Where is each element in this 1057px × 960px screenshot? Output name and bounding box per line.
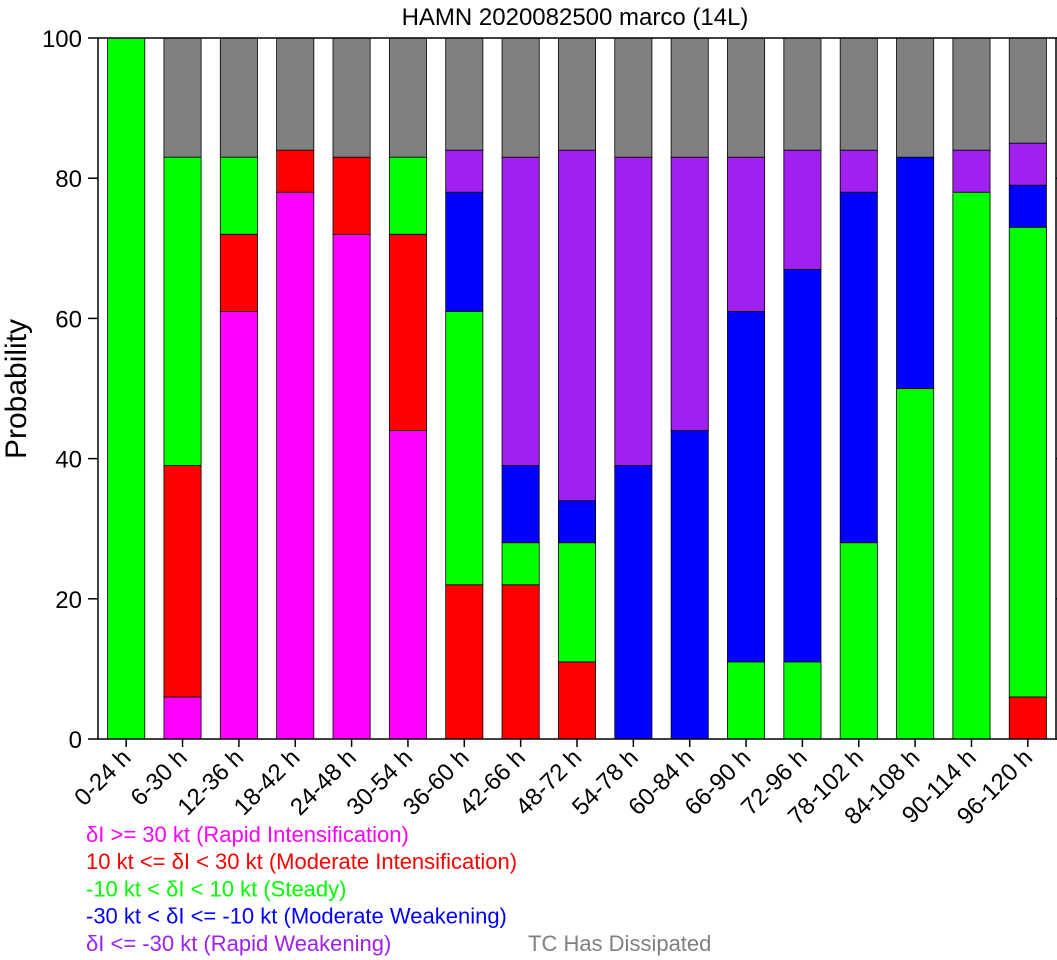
bar-segment-mi bbox=[445, 584, 484, 740]
bar-segment-steady bbox=[388, 156, 427, 235]
y-axis: 0 20 40 60 80 100 bbox=[42, 26, 1057, 754]
bar-segment-rw bbox=[614, 156, 653, 467]
bar-segment-mw bbox=[614, 465, 653, 740]
bar-segment-steady bbox=[107, 37, 146, 740]
y-tick-label: 60 bbox=[55, 306, 82, 333]
bar-segment-dissipated bbox=[952, 37, 991, 151]
bar-segment-mi bbox=[332, 156, 371, 235]
bar-segment-mw bbox=[445, 191, 484, 312]
bar-segment-dissipated bbox=[670, 37, 709, 158]
bar-segment-steady bbox=[501, 542, 540, 586]
bar-segment-dissipated bbox=[614, 37, 653, 158]
bar-segment-dissipated bbox=[276, 37, 315, 151]
bar-segment-ri bbox=[219, 310, 258, 740]
bar-segment-mw bbox=[727, 310, 766, 663]
legend-entry: δI <= -30 kt (Rapid Weakening) bbox=[86, 931, 391, 956]
bar-segment-mw bbox=[896, 156, 935, 389]
bar-segment-steady bbox=[896, 388, 935, 740]
bar-segment-rw bbox=[501, 156, 540, 467]
bar-segment-mw bbox=[670, 430, 709, 740]
bar-segment-steady bbox=[727, 661, 766, 740]
bar-segment-rw bbox=[727, 156, 766, 312]
bar-segment-mi bbox=[219, 233, 258, 312]
bar-segment-mw bbox=[1008, 184, 1047, 228]
bar-segment-rw bbox=[558, 149, 596, 502]
bar-segment-mi bbox=[501, 584, 540, 740]
bar-segment-mw bbox=[558, 500, 596, 544]
bar-segment-steady bbox=[1008, 226, 1047, 698]
bar-segment-rw bbox=[445, 149, 484, 193]
legend-entry: -10 kt < δI < 10 kt (Steady) bbox=[86, 876, 346, 901]
bar-segment-ri bbox=[332, 233, 371, 740]
bars-group bbox=[107, 37, 1047, 740]
bar-segment-dissipated bbox=[445, 37, 484, 151]
chart-title: HAMN 2020082500 marco (14L) bbox=[402, 4, 749, 31]
bar-segment-mw bbox=[783, 268, 822, 663]
legend-entry: -30 kt < δI <= -10 kt (Moderate Weakenin… bbox=[86, 904, 507, 929]
bar-segment-mi bbox=[1008, 696, 1047, 740]
bar-segment-steady bbox=[445, 310, 484, 586]
y-tick-label: 80 bbox=[55, 166, 82, 193]
bar-segment-dissipated bbox=[219, 37, 258, 158]
legend-entry: δI >= 30 kt (Rapid Intensification) bbox=[86, 822, 409, 847]
bar-segment-mw bbox=[501, 465, 540, 544]
bar-segment-ri bbox=[276, 191, 315, 740]
bar-segment-dissipated bbox=[332, 37, 371, 158]
bar-segment-dissipated bbox=[388, 37, 427, 158]
bar-segment-steady bbox=[558, 542, 596, 663]
bar-segment-steady bbox=[219, 156, 258, 235]
legend: δI >= 30 kt (Rapid Intensification)10 kt… bbox=[86, 822, 711, 956]
bar-segment-mi bbox=[276, 149, 315, 193]
bar-segment-rw bbox=[1008, 142, 1047, 186]
legend-entry: TC Has Dissipated bbox=[528, 931, 711, 956]
bar-segment-rw bbox=[670, 156, 709, 431]
bar-segment-rw bbox=[839, 149, 878, 193]
bar-segment-steady bbox=[839, 542, 878, 740]
bar-segment-dissipated bbox=[783, 37, 822, 151]
bar-segment-mw bbox=[839, 191, 878, 544]
bar-segment-dissipated bbox=[558, 37, 596, 151]
bar-segment-dissipated bbox=[501, 37, 540, 158]
x-axis: 0-24 h6-30 h12-36 h18-42 h24-48 h30-54 h… bbox=[69, 739, 1038, 830]
bar-segment-ri bbox=[163, 696, 202, 740]
bar-segment-ri bbox=[388, 430, 427, 740]
bar-segment-steady bbox=[163, 156, 202, 467]
y-axis-label: Probability bbox=[0, 319, 33, 459]
y-tick-label: 100 bbox=[42, 26, 82, 53]
bar-segment-dissipated bbox=[727, 37, 766, 158]
bar-segment-mi bbox=[388, 233, 427, 431]
bar-segment-mi bbox=[558, 661, 596, 740]
y-tick-label: 0 bbox=[69, 727, 82, 754]
y-tick-label: 40 bbox=[55, 447, 82, 474]
bar-segment-steady bbox=[783, 661, 822, 740]
bar-segment-mi bbox=[163, 465, 202, 698]
bar-segment-dissipated bbox=[839, 37, 878, 151]
y-tick-label: 20 bbox=[55, 587, 82, 614]
bar-segment-dissipated bbox=[896, 37, 935, 158]
bar-segment-rw bbox=[952, 149, 991, 193]
bar-segment-dissipated bbox=[1008, 37, 1047, 144]
legend-entry: 10 kt <= δI < 30 kt (Moderate Intensific… bbox=[86, 849, 517, 874]
bar-segment-dissipated bbox=[163, 37, 202, 158]
bar-segment-rw bbox=[783, 149, 822, 270]
bar-segment-steady bbox=[952, 191, 991, 740]
x-tick-label: 0-24 h bbox=[69, 744, 136, 811]
